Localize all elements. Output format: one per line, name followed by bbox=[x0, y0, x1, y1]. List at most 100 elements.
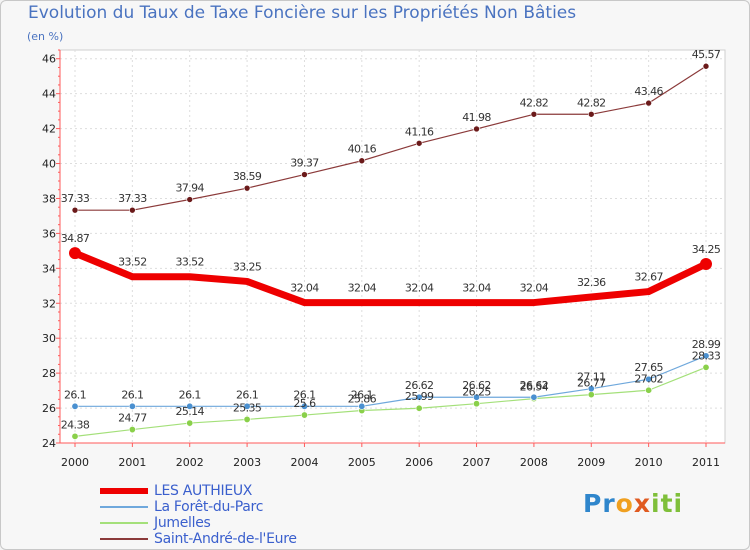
data-point bbox=[71, 432, 79, 440]
y-tick-label: 40 bbox=[42, 158, 56, 171]
data-point bbox=[415, 139, 423, 147]
logo-letter: i bbox=[651, 489, 661, 518]
data-label: 45.57 bbox=[692, 48, 721, 61]
data-point bbox=[71, 402, 79, 410]
legend-item-les-authieux: LES AUTHIEUX bbox=[100, 483, 340, 499]
y-tick-label: 32 bbox=[42, 297, 56, 310]
data-label: 33.25 bbox=[233, 260, 262, 273]
data-label: 26.1 bbox=[179, 388, 201, 401]
data-label: 26.1 bbox=[64, 388, 86, 401]
y-tick-label: 26 bbox=[42, 402, 56, 415]
data-label: 26.77 bbox=[577, 377, 606, 390]
data-point bbox=[243, 415, 251, 423]
data-label: 26.1 bbox=[293, 388, 315, 401]
legend-label: La Forêt-du-Parc bbox=[154, 499, 264, 515]
data-label: 33.52 bbox=[175, 256, 204, 269]
data-point bbox=[587, 385, 595, 393]
x-tick-label: 2001 bbox=[118, 456, 146, 469]
data-point bbox=[300, 411, 308, 419]
plot-area bbox=[59, 49, 726, 444]
data-point bbox=[415, 393, 423, 401]
legend-swatch-les-authieux bbox=[100, 488, 148, 494]
data-label: 37.33 bbox=[61, 192, 90, 205]
data-label: 28.33 bbox=[692, 349, 721, 362]
x-tick-label: 2011 bbox=[692, 456, 720, 469]
data-label: 26.25 bbox=[462, 386, 491, 399]
y-tick-label: 24 bbox=[42, 437, 56, 450]
data-label: 37.94 bbox=[175, 182, 204, 195]
data-point bbox=[186, 419, 194, 427]
data-label: 42.82 bbox=[577, 96, 606, 109]
x-tick-label: 2009 bbox=[577, 456, 605, 469]
data-point bbox=[71, 206, 79, 214]
data-point bbox=[700, 257, 712, 270]
logo-letter: i bbox=[673, 489, 684, 518]
data-point bbox=[358, 402, 366, 410]
data-point bbox=[473, 393, 481, 401]
data-label: 32.04 bbox=[462, 282, 491, 295]
data-point bbox=[243, 402, 251, 410]
data-point bbox=[645, 99, 652, 107]
x-tick-label: 2006 bbox=[405, 456, 433, 469]
data-label: 34.25 bbox=[692, 243, 721, 256]
line-chart: 24 26 28 30 32 34 36 38 40 42 44 46 2000 2001 2002 2003… bbox=[42, 48, 726, 469]
data-point bbox=[129, 206, 136, 214]
data-point bbox=[186, 402, 194, 410]
y-tick-label: 28 bbox=[42, 367, 56, 380]
legend-swatch-la-foret-du-parc bbox=[100, 506, 148, 508]
data-point bbox=[358, 157, 366, 165]
data-point bbox=[300, 402, 308, 410]
y-tick-label: 44 bbox=[42, 88, 56, 101]
data-label: 24.77 bbox=[118, 412, 147, 425]
data-point bbox=[702, 352, 710, 360]
data-label: 26.62 bbox=[520, 379, 549, 392]
y-tick-label: 34 bbox=[42, 262, 56, 275]
data-point bbox=[645, 386, 653, 394]
y-tick-label: 36 bbox=[42, 227, 56, 240]
proxiti-logo: Proxiti bbox=[583, 489, 683, 518]
data-label: 37.33 bbox=[118, 192, 147, 205]
data-label: 32.04 bbox=[405, 282, 434, 295]
data-label: 26.62 bbox=[405, 379, 434, 392]
x-tick-label: 2008 bbox=[520, 456, 548, 469]
data-label: 32.04 bbox=[348, 282, 377, 295]
data-point bbox=[530, 110, 538, 118]
data-point bbox=[473, 125, 480, 133]
chart-title: Evolution du Taux de Taxe Foncière sur l… bbox=[28, 3, 577, 23]
logo-letter: t bbox=[660, 489, 674, 518]
data-label: 41.16 bbox=[405, 125, 434, 138]
data-label: 27.65 bbox=[634, 361, 663, 374]
data-point bbox=[473, 400, 481, 408]
data-label: 25.6 bbox=[293, 397, 316, 410]
data-label: 28.99 bbox=[692, 338, 721, 351]
data-point bbox=[128, 402, 136, 410]
data-label: 41.98 bbox=[462, 111, 491, 124]
data-label: 32.04 bbox=[290, 282, 319, 295]
legend-label: Saint-André-de-l'Eure bbox=[154, 531, 297, 547]
data-label: 26.54 bbox=[520, 381, 549, 394]
data-label: 38.59 bbox=[233, 170, 262, 183]
data-point bbox=[587, 391, 595, 399]
data-label: 32.36 bbox=[577, 276, 606, 289]
x-tick-label: 2007 bbox=[463, 456, 491, 469]
data-label: 32.04 bbox=[520, 282, 549, 295]
legend-item-jumelles: Jumelles bbox=[100, 515, 340, 531]
data-label: 34.87 bbox=[61, 232, 90, 245]
y-tick-label: 46 bbox=[42, 53, 56, 66]
data-label: 25.14 bbox=[175, 405, 204, 418]
logo-letter: P bbox=[583, 489, 603, 518]
data-point bbox=[702, 363, 710, 371]
data-point bbox=[186, 196, 194, 203]
x-tick-label: 2003 bbox=[233, 456, 261, 469]
data-point bbox=[69, 247, 81, 260]
data-label: 26.62 bbox=[462, 379, 491, 392]
data-label: 39.37 bbox=[290, 157, 319, 170]
data-label: 32.67 bbox=[634, 271, 663, 284]
data-point bbox=[702, 62, 710, 70]
legend-label: Jumelles bbox=[154, 515, 211, 531]
data-point bbox=[128, 426, 136, 434]
legend: LES AUTHIEUX La Forêt-du-Parc Jumelles S… bbox=[100, 483, 340, 547]
y-tick-label: 30 bbox=[42, 332, 56, 345]
data-point bbox=[587, 110, 595, 118]
data-label: 43.46 bbox=[634, 85, 663, 98]
